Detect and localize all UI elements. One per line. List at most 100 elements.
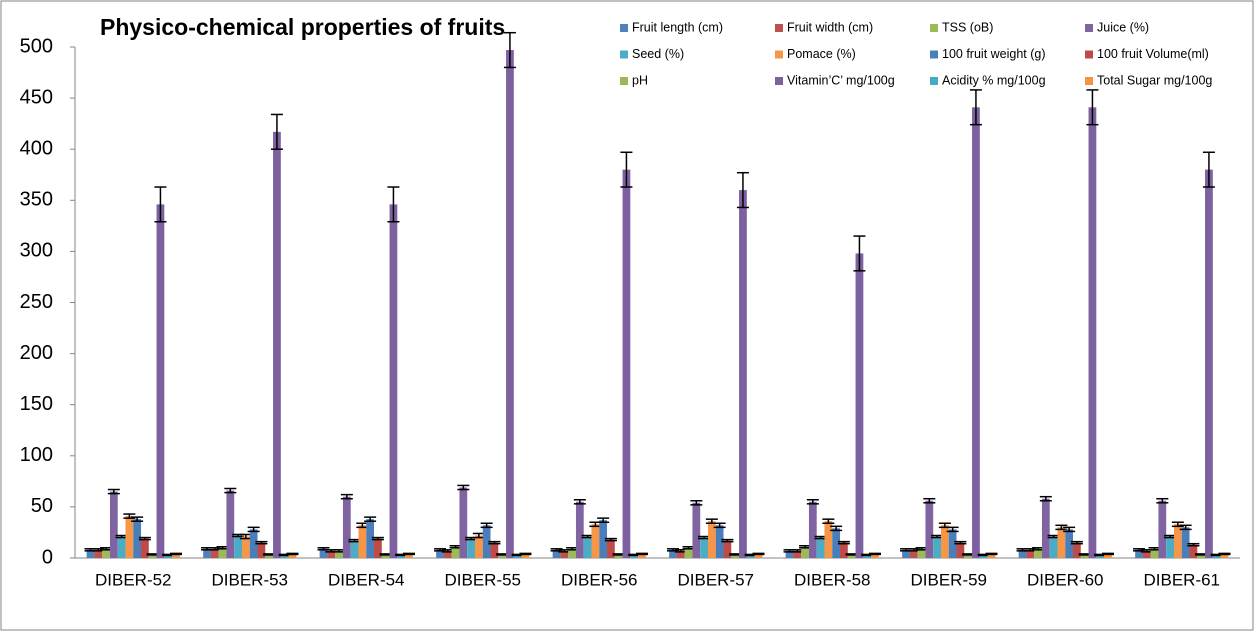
bar <box>133 519 142 558</box>
bar <box>1135 549 1143 558</box>
legend-label: Seed (%) <box>632 47 684 61</box>
bar <box>1080 554 1089 558</box>
y-tick-label: 500 <box>20 35 53 57</box>
bar <box>746 554 755 558</box>
x-tick-label: DIBER-52 <box>95 570 172 589</box>
x-tick-label: DIBER-56 <box>561 570 638 589</box>
legend-swatch <box>620 50 628 59</box>
bar <box>739 190 747 558</box>
bar <box>1150 548 1159 558</box>
legend-swatch <box>620 24 628 32</box>
bar <box>933 536 941 558</box>
legend-label: TSS (oB) <box>942 20 993 34</box>
bar <box>700 537 708 558</box>
bar <box>490 542 499 558</box>
bar <box>855 253 864 558</box>
bar <box>358 525 367 558</box>
y-tick-label: 250 <box>20 291 53 313</box>
legend-swatch <box>775 24 783 32</box>
bar <box>871 553 879 558</box>
bar <box>979 554 988 558</box>
bar <box>560 550 569 558</box>
bar <box>467 538 475 558</box>
bar <box>964 554 973 558</box>
bar <box>1065 529 1074 558</box>
bar <box>350 540 359 558</box>
bar <box>513 554 522 558</box>
bar <box>1189 544 1198 558</box>
bar <box>474 535 483 558</box>
bar <box>591 524 600 558</box>
bar <box>451 546 460 558</box>
bar <box>218 547 227 558</box>
bar <box>405 553 413 558</box>
bar <box>948 529 957 558</box>
legend-label: 100 fruit weight (g) <box>942 47 1046 61</box>
bar <box>1041 498 1050 558</box>
bar <box>482 525 491 558</box>
bar <box>956 542 965 558</box>
legend-swatch <box>775 77 783 85</box>
bar <box>630 554 639 558</box>
x-tick-label: DIBER-55 <box>444 570 521 589</box>
bar <box>723 540 732 558</box>
legend-label: 100 fruit Volume(ml) <box>1097 47 1209 61</box>
bar <box>793 550 802 558</box>
bar <box>125 516 134 558</box>
x-tick-label: DIBER-60 <box>1027 570 1104 589</box>
bar <box>148 554 157 558</box>
bar <box>1181 527 1190 558</box>
y-tick-label: 50 <box>31 495 53 517</box>
bar <box>335 550 343 558</box>
bar <box>801 546 809 558</box>
bar <box>1026 549 1035 558</box>
legend-swatch <box>930 50 938 59</box>
bar <box>366 519 375 558</box>
bar <box>498 554 507 558</box>
bar <box>327 550 336 558</box>
bar <box>1049 536 1058 558</box>
bar <box>1088 107 1097 558</box>
bar <box>234 535 242 558</box>
bar <box>1142 550 1151 558</box>
bar <box>156 204 165 558</box>
bar <box>622 169 631 558</box>
bar <box>1173 524 1182 558</box>
bar <box>816 537 825 558</box>
bar <box>94 549 103 558</box>
bar <box>506 50 514 558</box>
bar <box>1197 554 1206 558</box>
bar <box>676 550 685 558</box>
bar <box>86 549 95 558</box>
bar <box>575 501 584 558</box>
x-tick-label: DIBER-53 <box>211 570 288 589</box>
bar <box>925 500 934 558</box>
bar <box>917 548 926 558</box>
y-tick-label: 300 <box>20 240 53 262</box>
bar <box>342 496 351 558</box>
bar <box>552 549 561 558</box>
y-tick-label: 200 <box>20 342 53 364</box>
bar <box>273 131 281 559</box>
bar <box>692 502 701 558</box>
legend-swatch <box>775 50 783 59</box>
bar <box>840 542 848 558</box>
bar <box>607 539 615 558</box>
bar <box>940 525 949 558</box>
bar <box>707 521 716 558</box>
bar <box>521 553 530 558</box>
chart-title: Physico-chemical properties of fruits <box>100 14 505 40</box>
bar <box>987 553 996 558</box>
x-tick-label: DIBER-58 <box>794 570 871 589</box>
bar <box>847 554 856 558</box>
bar <box>389 204 398 558</box>
legend-swatch <box>930 24 938 32</box>
bar <box>436 549 444 558</box>
y-tick-label: 150 <box>20 393 53 415</box>
bar <box>1096 554 1105 558</box>
legend-label: Total Sugar mg/100g <box>1097 73 1212 87</box>
bar <box>265 554 274 558</box>
bar <box>808 501 817 558</box>
bar <box>1104 553 1112 558</box>
bar <box>397 554 406 558</box>
